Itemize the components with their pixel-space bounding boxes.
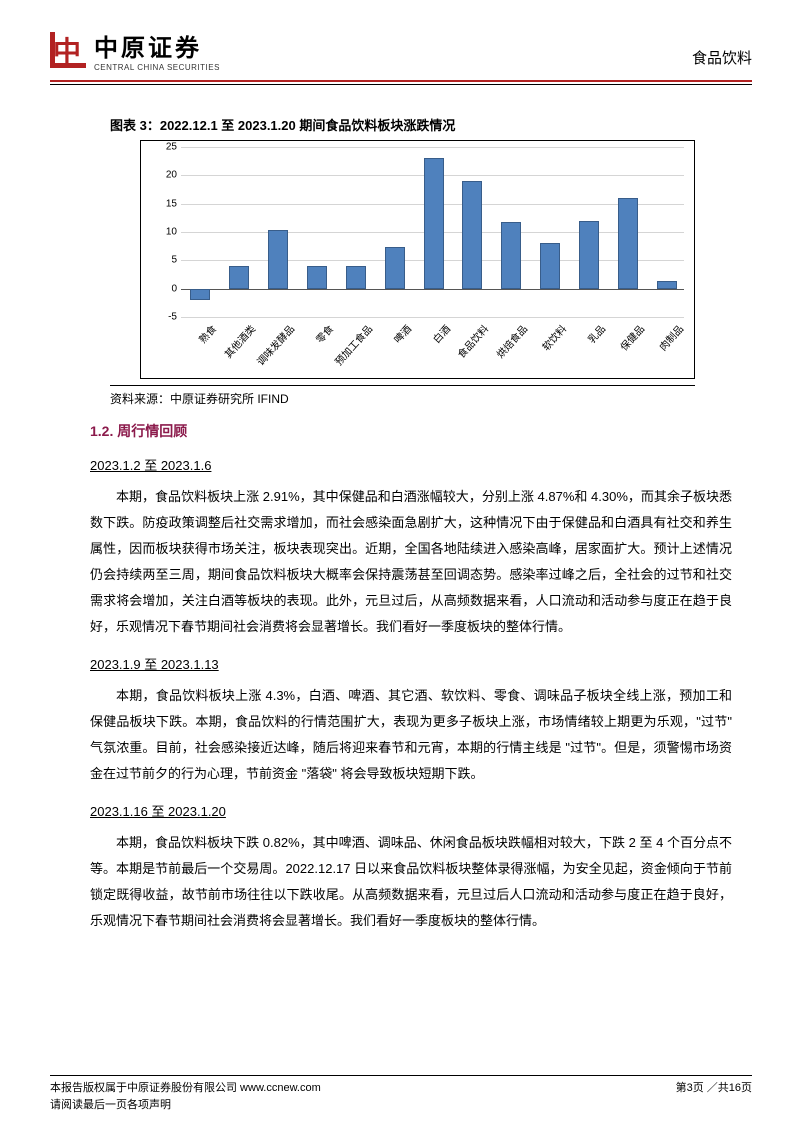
bar: [618, 198, 638, 289]
footer-disclaimer: 请阅读最后一页各项声明: [50, 1097, 321, 1114]
y-tick-label: 5: [149, 255, 177, 266]
y-tick-label: 20: [149, 170, 177, 181]
bar: [540, 243, 560, 288]
bar: [385, 247, 405, 288]
week3-paragraph: 本期，食品饮料板块下跌 0.82%，其中啤酒、调味品、休闲食品板块跌幅相对较大，…: [90, 830, 732, 934]
brand-logo: 中 中原证券 CENTRAL CHINA SECURITIES: [50, 28, 220, 72]
brand-name-en: CENTRAL CHINA SECURITIES: [94, 63, 220, 72]
logo-mark: 中: [50, 32, 86, 68]
page-header: 中 中原证券 CENTRAL CHINA SECURITIES 食品饮料: [50, 28, 752, 78]
header-rule-red: [50, 80, 752, 82]
section-heading: 1.2. 周行情回顾: [90, 421, 752, 441]
bar: [424, 158, 444, 288]
week2-paragraph: 本期，食品饮料板块上涨 4.3%，白酒、啤酒、其它酒、软饮料、零食、调味品子板块…: [90, 683, 732, 787]
week1-paragraph: 本期，食品饮料板块上涨 2.91%，其中保健品和白酒涨幅较大，分别上涨 4.87…: [90, 484, 732, 640]
week2-date-heading: 2023.1.9 至 2023.1.13: [90, 654, 752, 673]
bar: [190, 289, 210, 300]
bar: [657, 281, 677, 288]
bar: [229, 266, 249, 289]
page-number: 第3页 ／共16页: [676, 1080, 752, 1113]
header-rule-black: [50, 84, 752, 85]
week3-date-heading: 2023.1.16 至 2023.1.20: [90, 801, 752, 820]
bar: [501, 222, 521, 288]
chart-source: 资料来源：中原证券研究所 IFIND: [110, 385, 695, 407]
y-tick-label: 0: [149, 283, 177, 294]
brand-name-cn: 中原证券: [94, 28, 220, 63]
bar: [307, 266, 327, 289]
chart-title: 图表 3：2022.12.1 至 2023.1.20 期间食品饮料板块涨跌情况: [110, 115, 752, 134]
bar: [346, 266, 366, 289]
bar: [268, 230, 288, 288]
bar: [462, 181, 482, 289]
y-tick-label: -5: [149, 312, 177, 323]
page-footer: 本报告版权属于中原证券股份有限公司 www.ccnew.com 请阅读最后一页各…: [50, 1075, 752, 1113]
sector-label: 食品饮料: [692, 47, 752, 72]
week1-date-heading: 2023.1.2 至 2023.1.6: [90, 455, 752, 474]
bar: [579, 221, 599, 289]
bar-chart: 熟食其他酒类调味发酵品零食预加工食品啤酒白酒食品饮料烘焙食品软饮料乳品保健品肉制…: [140, 140, 695, 351]
footer-copyright: 本报告版权属于中原证券股份有限公司 www.ccnew.com: [50, 1080, 321, 1097]
y-tick-label: 25: [149, 142, 177, 153]
y-tick-label: 10: [149, 227, 177, 238]
y-tick-label: 15: [149, 198, 177, 209]
